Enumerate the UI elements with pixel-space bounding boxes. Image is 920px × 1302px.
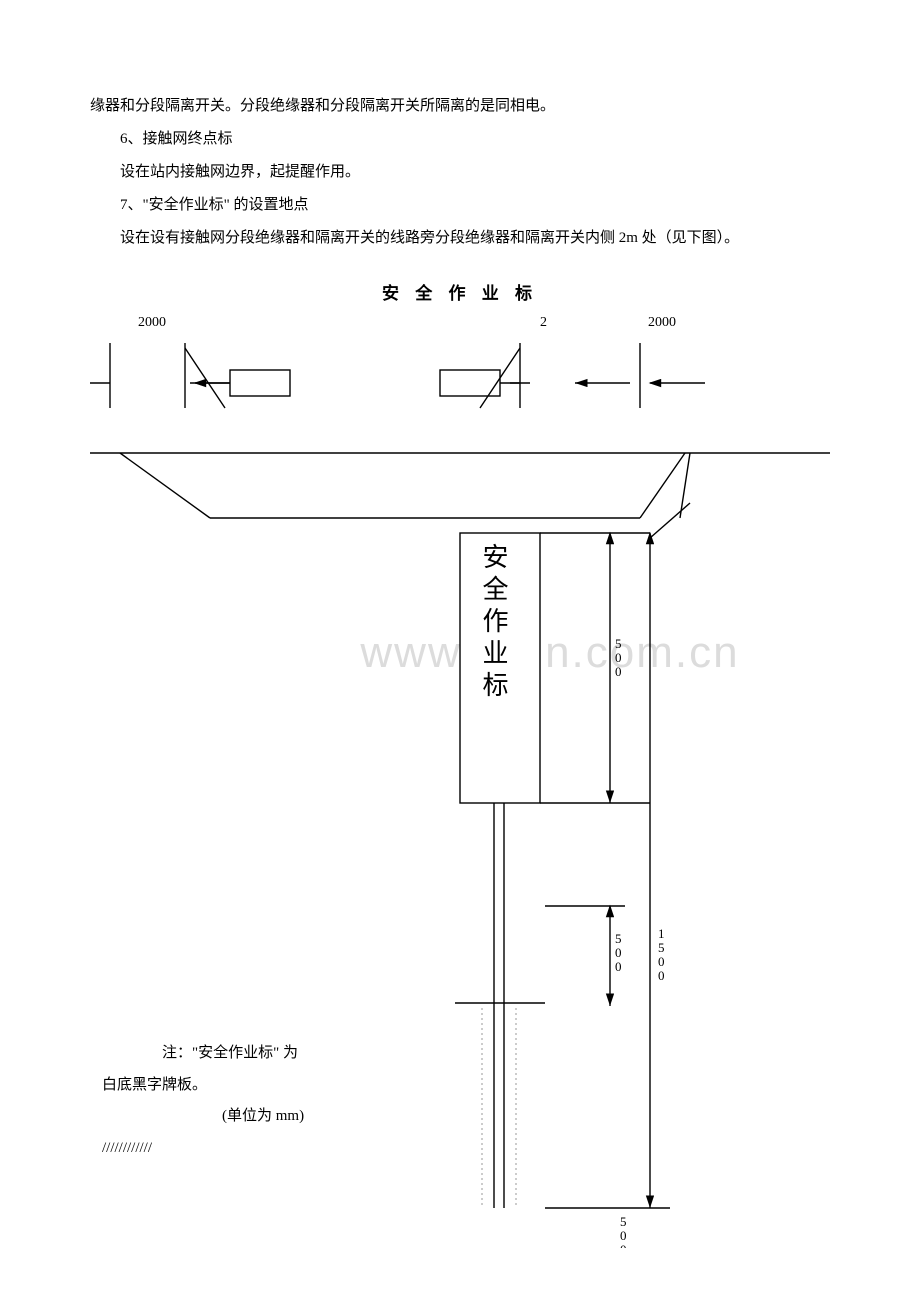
paragraph-2: 6、接触网终点标 xyxy=(90,123,830,156)
paragraph-1: 缘器和分段隔离开关。分段绝缘器和分段隔离开关所隔离的是同相电。 xyxy=(90,90,830,123)
paragraph-4: 7、"安全作业标" 的设置地点 xyxy=(90,189,830,222)
note-block: 注："安全作业标" 为 白底黑字牌板。 (单位为 mm) ///////////… xyxy=(102,1038,402,1164)
sign-text: 安全作业标 xyxy=(475,543,512,703)
note-line-1: 注："安全作业标" 为 xyxy=(102,1038,402,1070)
dim-500-c: 5 0 0 xyxy=(620,1214,630,1248)
dim-500-b: 5 0 0 xyxy=(615,931,625,974)
dim-2: 2 xyxy=(540,315,547,330)
paragraph-5: 设在设有接触网分段绝缘器和隔离开关的线路旁分段绝缘器和隔离开关内侧 2m 处（见… xyxy=(90,222,830,255)
paragraph-3: 设在站内接触网边界，起提醒作用。 xyxy=(90,156,830,189)
dim-500-a: 5 0 0 xyxy=(615,636,625,679)
dim-2000-right: 2000 xyxy=(648,315,676,330)
dim-2000-left: 2000 xyxy=(138,315,166,330)
diagram-container: www.zixin.com.cn xyxy=(90,308,830,1248)
note-line-4: //////////// xyxy=(102,1133,402,1165)
note-line-3: (单位为 mm) xyxy=(102,1101,402,1133)
dim-1500: 1 5 0 0 xyxy=(658,926,668,983)
note-line-2: 白底黑字牌板。 xyxy=(102,1070,402,1102)
diagram-title: 安 全 作 业 标 xyxy=(90,279,830,304)
